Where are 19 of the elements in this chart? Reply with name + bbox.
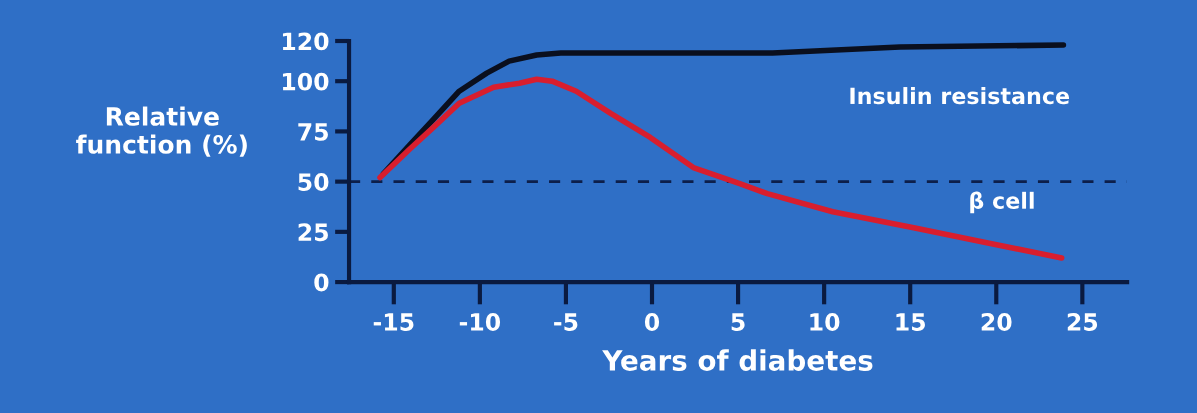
x-tick-label: 0	[644, 313, 660, 331]
series-label: β cell	[970, 191, 1034, 214]
x-tick-label: -15	[373, 313, 414, 331]
series-label: Insulin resistance	[850, 87, 1070, 105]
x-tick-label: 10	[810, 313, 840, 331]
x-tick-label: -10	[459, 313, 501, 331]
y-tick-label: 100	[282, 72, 329, 91]
y-tick-label: 25	[298, 223, 328, 242]
x-axis-title: Years of diabetes	[602, 349, 873, 371]
x-tick-label: 25	[1067, 313, 1098, 331]
y-tick-label: 0	[314, 273, 329, 292]
x-tick-label: 5	[731, 313, 745, 331]
y-tick-label: 50	[298, 173, 329, 191]
x-tick-label: 20	[981, 313, 1012, 331]
x-tick-label: -5	[554, 313, 578, 331]
x-tick-label: 15	[896, 313, 925, 331]
y-axis-title: Relative function (%)	[76, 106, 247, 157]
y-tick-label: 75	[298, 123, 328, 141]
y-tick-label: 120	[282, 32, 329, 51]
